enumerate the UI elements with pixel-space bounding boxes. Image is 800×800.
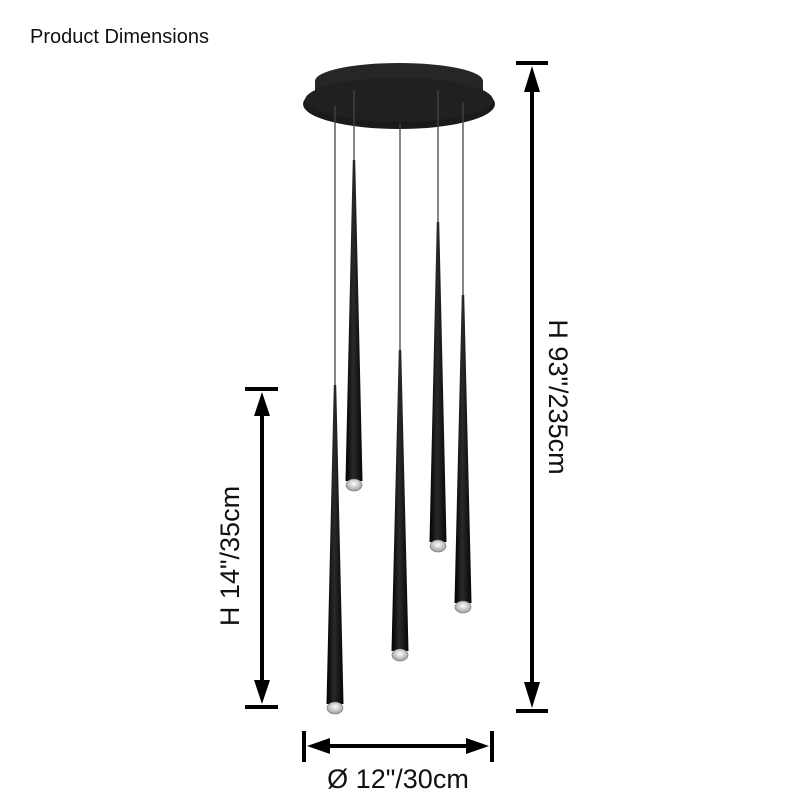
pendant-cone — [345, 160, 363, 481]
crystal-tip — [345, 478, 363, 492]
pendant-light — [391, 124, 409, 662]
page-title: Product Dimensions — [30, 26, 209, 48]
diameter-dimension — [302, 731, 494, 762]
pendant-height-dimension — [245, 387, 278, 709]
pendant-cone — [454, 295, 472, 603]
pendant-height-label: H 14"/35cm — [215, 486, 245, 626]
pendant-cone — [391, 350, 409, 651]
total-height-dimension — [516, 61, 548, 713]
diameter-label: Ø 12"/30cm — [327, 764, 469, 794]
ceiling-canopy — [303, 63, 495, 129]
pendant-light — [326, 106, 344, 715]
pendant-light — [454, 102, 472, 614]
crystal-tip — [391, 648, 409, 662]
crystal-tip — [326, 701, 344, 715]
pendant-light — [429, 90, 447, 553]
pendant-light — [345, 90, 363, 492]
crystal-tip — [429, 539, 447, 553]
pendant-cone — [326, 385, 344, 704]
pendant-cone — [429, 222, 447, 542]
crystal-tip — [454, 600, 472, 614]
total-height-label: H 93"/235cm — [543, 319, 573, 474]
